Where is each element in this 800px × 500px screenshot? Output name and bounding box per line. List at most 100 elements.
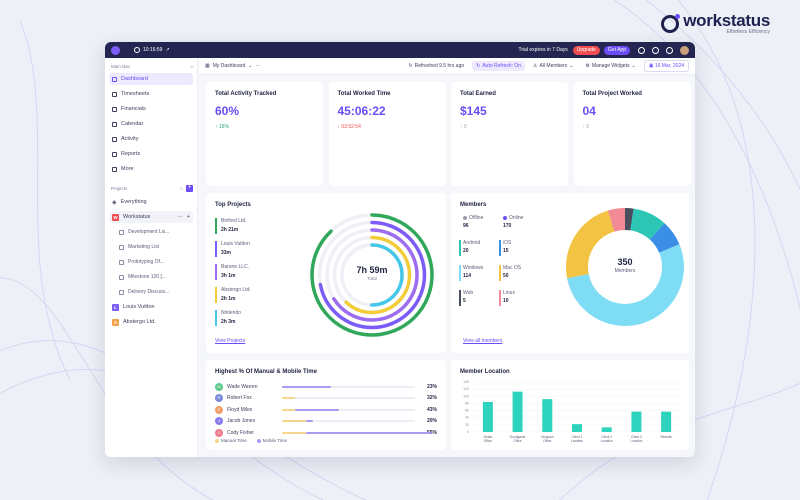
list-icon (119, 274, 124, 280)
stat-card: Total Worked Time 45:06:22 ↓ 03:52:54 (328, 82, 446, 186)
project-item[interactable]: A Abstergo Ltd. (109, 316, 193, 328)
members-total-label: Members (614, 268, 636, 274)
notification-icon[interactable] (652, 46, 659, 54)
status-dot (463, 216, 467, 220)
view-projects-link[interactable]: View Projects (215, 338, 246, 344)
project-item[interactable]: Marketing List (109, 241, 193, 253)
mobile-time-bar (295, 408, 340, 411)
project-badge: W (112, 213, 119, 221)
sidebar-item-activity[interactable]: Activity (109, 133, 193, 145)
manual-time-bar (282, 431, 306, 434)
project-item[interactable]: Development Lis... (109, 226, 193, 238)
arrow-up-icon: ↑ (215, 124, 219, 130)
sidebar-item-reports[interactable]: Reports (109, 148, 193, 160)
location-bar (512, 391, 523, 432)
project-name: Binford Ltd. (221, 218, 247, 224)
member-percent: 23% (426, 383, 437, 390)
manage-widgets-button[interactable]: ⚙ Manage Widgets ⌄ (581, 61, 639, 71)
avatar: C (215, 428, 223, 437)
legend-manual-label: Manual Time (221, 438, 247, 443)
member-stat-label-row: Web (463, 290, 473, 296)
project-label: Prototyping Of... (128, 259, 165, 265)
app-logo-icon[interactable] (111, 45, 120, 55)
project-item[interactable]: Delivery Discuss... (109, 286, 193, 298)
collapse-icon[interactable]: « (190, 64, 193, 69)
y-tick-label: 100 (463, 394, 469, 398)
auto-refresh-toggle[interactable]: ↻ Auto Refresh: On (472, 61, 525, 71)
dashboard-icon (112, 76, 117, 82)
help-icon[interactable] (638, 46, 645, 54)
project-label: Workstatus (123, 214, 151, 220)
view-all-members-link[interactable]: View all members (463, 338, 503, 344)
date-picker[interactable]: ▣ 16 Mar, 2024 (643, 60, 689, 72)
add-icon[interactable] (666, 46, 673, 54)
y-tick-label: 120 (463, 387, 469, 391)
project-item[interactable]: Prototyping Of... (109, 256, 193, 268)
more-icon[interactable]: ⋯ (177, 214, 183, 220)
get-app-button[interactable]: Get App (603, 45, 630, 55)
member-stat-label: Offline (469, 215, 484, 221)
more-icon[interactable]: ⋯ (255, 63, 261, 69)
add-project-button[interactable]: + (186, 185, 193, 192)
main-content: ▦ My Dashboard ⌄ ⋯ ↻ Refreshed 9.5 hrs ag… (199, 58, 695, 457)
sidebar-item-more[interactable]: More (109, 163, 193, 175)
sidebar-item-financials[interactable]: Financials (109, 103, 193, 115)
trial-text: Trial expires in 7 Days (518, 47, 568, 53)
sidebar-item-calendar[interactable]: Calendar (109, 118, 193, 130)
top-projects-title: Top Projects (215, 202, 251, 208)
location-bar (601, 427, 612, 432)
y-tick-label: 40 (465, 416, 469, 420)
legend-manual-swatch (215, 438, 219, 443)
x-tick-label: Noida Office (484, 435, 493, 443)
add-icon[interactable]: + (186, 214, 190, 220)
y-tick-label: 20 (465, 423, 469, 427)
arrow-up-icon: ↑ (460, 124, 464, 130)
member-stat-value: 96 (463, 223, 469, 229)
upgrade-button[interactable]: Upgrade (572, 45, 600, 55)
donut-slice (567, 244, 684, 326)
stat-card: Total Activity Tracked 60% ↑ 15% (206, 82, 323, 186)
timesheets-icon (112, 91, 117, 97)
project-item[interactable]: W Workstatus ⋯ + (109, 211, 193, 223)
stat-change: ↑ 15% (215, 124, 276, 130)
project-label: Louis Vuitton (123, 304, 155, 310)
member-name: Cody Fisher (227, 429, 254, 436)
stat-change-value: 03:52:54 (341, 124, 361, 130)
stat-value: $145 (460, 104, 487, 118)
member-stat-value: 5 (463, 298, 466, 304)
avatar: F (215, 405, 223, 414)
stat-title: Total Worked Time (337, 91, 391, 97)
project-label: Milestone 120 [... (128, 274, 167, 280)
calendar-icon: ▣ (648, 63, 655, 69)
activity-icon (112, 136, 117, 142)
time-bar-track (282, 385, 415, 388)
project-time: 2h 3m (221, 319, 236, 325)
project-item[interactable]: Milestone 120 [... (109, 271, 193, 283)
refreshed-status[interactable]: ↻ Refreshed 9.5 hrs ago (404, 61, 468, 71)
y-tick-label: 0 (467, 430, 469, 434)
avatar[interactable] (680, 45, 689, 55)
mobile-time-bar (305, 431, 433, 434)
members-filter[interactable]: ♙ All Members ⌄ (529, 61, 577, 71)
member-stat-label-row: Offline (463, 215, 483, 221)
sidebar-item-timesheets[interactable]: Timesheets (109, 88, 193, 100)
brand-name: workstatus (683, 11, 770, 30)
dashboard-toolbar: ▦ My Dashboard ⌄ ⋯ ↻ Refreshed 9.5 hrs ag… (199, 58, 695, 75)
chevron-down-icon: ⌄ (631, 63, 636, 69)
dashboard-selector[interactable]: ▦ My Dashboard ⌄ ⋯ (205, 63, 260, 69)
timer[interactable]: 10:16:59 ↗ (134, 47, 170, 53)
project-item[interactable]: L Louis Vuitton (109, 301, 193, 313)
project-ring (332, 235, 412, 315)
donut-slice (649, 223, 680, 254)
top-project-item: Barone LLC. 3h 1m (215, 264, 251, 280)
sidebar-item-dashboard[interactable]: Dashboard (109, 73, 193, 85)
refreshed-text: Refreshed 9.5 hrs ago (414, 63, 465, 69)
brand-logo: workstatus Effortless Efficiency (661, 12, 770, 35)
project-label: Development Lis... (128, 229, 170, 235)
avatar: J (215, 417, 223, 425)
search-icon[interactable]: ○ (180, 186, 183, 191)
expand-icon[interactable]: ↗ (165, 47, 170, 53)
member-stat: Android 20 (459, 240, 480, 256)
project-item[interactable]: ◈ Everything (109, 196, 193, 208)
project-badge: A (112, 318, 119, 326)
